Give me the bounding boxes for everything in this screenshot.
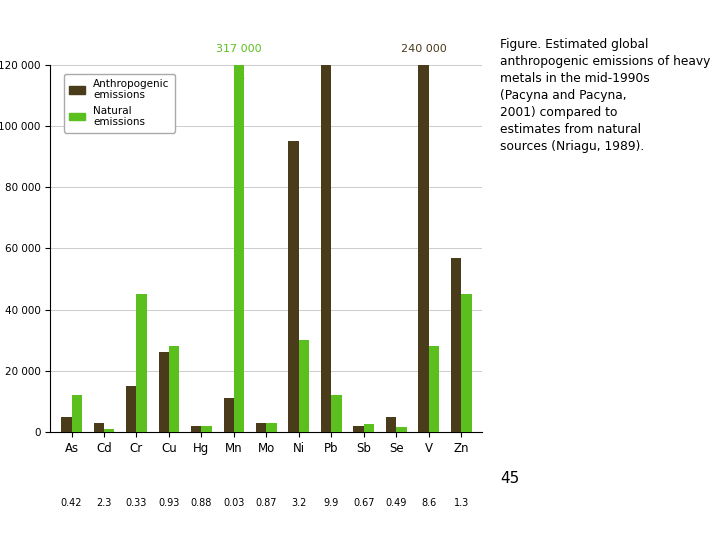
Bar (169, 346, 179, 432)
Text: 3.2: 3.2 (291, 498, 307, 508)
Text: 1.3: 1.3 (454, 498, 469, 508)
Bar (386, 417, 396, 432)
Bar (364, 424, 374, 432)
Bar (234, 65, 244, 432)
Bar (321, 65, 331, 432)
Bar (94, 423, 104, 432)
Bar (158, 353, 169, 432)
Text: 0.67: 0.67 (353, 498, 374, 508)
Text: 0.42: 0.42 (60, 498, 82, 508)
Bar (266, 423, 276, 432)
Text: 2.3: 2.3 (96, 498, 112, 508)
Text: 0.33: 0.33 (126, 498, 147, 508)
Bar (202, 426, 212, 432)
Bar (71, 395, 82, 432)
Text: 0.49: 0.49 (386, 498, 407, 508)
Bar (462, 294, 472, 432)
Text: 0.03: 0.03 (223, 498, 245, 508)
Text: 0.88: 0.88 (191, 498, 212, 508)
Bar (191, 426, 202, 432)
Bar (331, 395, 342, 432)
Text: 240 000: 240 000 (401, 44, 446, 54)
Bar (418, 65, 429, 432)
Bar (137, 294, 147, 432)
Bar (299, 340, 310, 432)
Text: 317 000: 317 000 (216, 44, 262, 54)
Text: 9.9: 9.9 (324, 498, 339, 508)
Bar (396, 428, 407, 432)
Bar (104, 429, 114, 432)
Bar (289, 141, 299, 432)
Bar (126, 386, 137, 432)
Legend: Anthropogenic
emissions, Natural
emissions: Anthropogenic emissions, Natural emissio… (64, 73, 175, 132)
Bar (223, 399, 234, 432)
Bar (451, 258, 462, 432)
Text: Figure. Estimated global
anthropogenic emissions of heavy
metals in the mid-1990: Figure. Estimated global anthropogenic e… (500, 38, 711, 153)
Text: 0.93: 0.93 (158, 498, 180, 508)
Text: 45: 45 (500, 471, 520, 486)
Text: 0.87: 0.87 (256, 498, 277, 508)
Bar (61, 417, 71, 432)
Bar (354, 426, 364, 432)
Bar (429, 346, 439, 432)
Text: 8.6: 8.6 (421, 498, 436, 508)
Bar (256, 423, 266, 432)
